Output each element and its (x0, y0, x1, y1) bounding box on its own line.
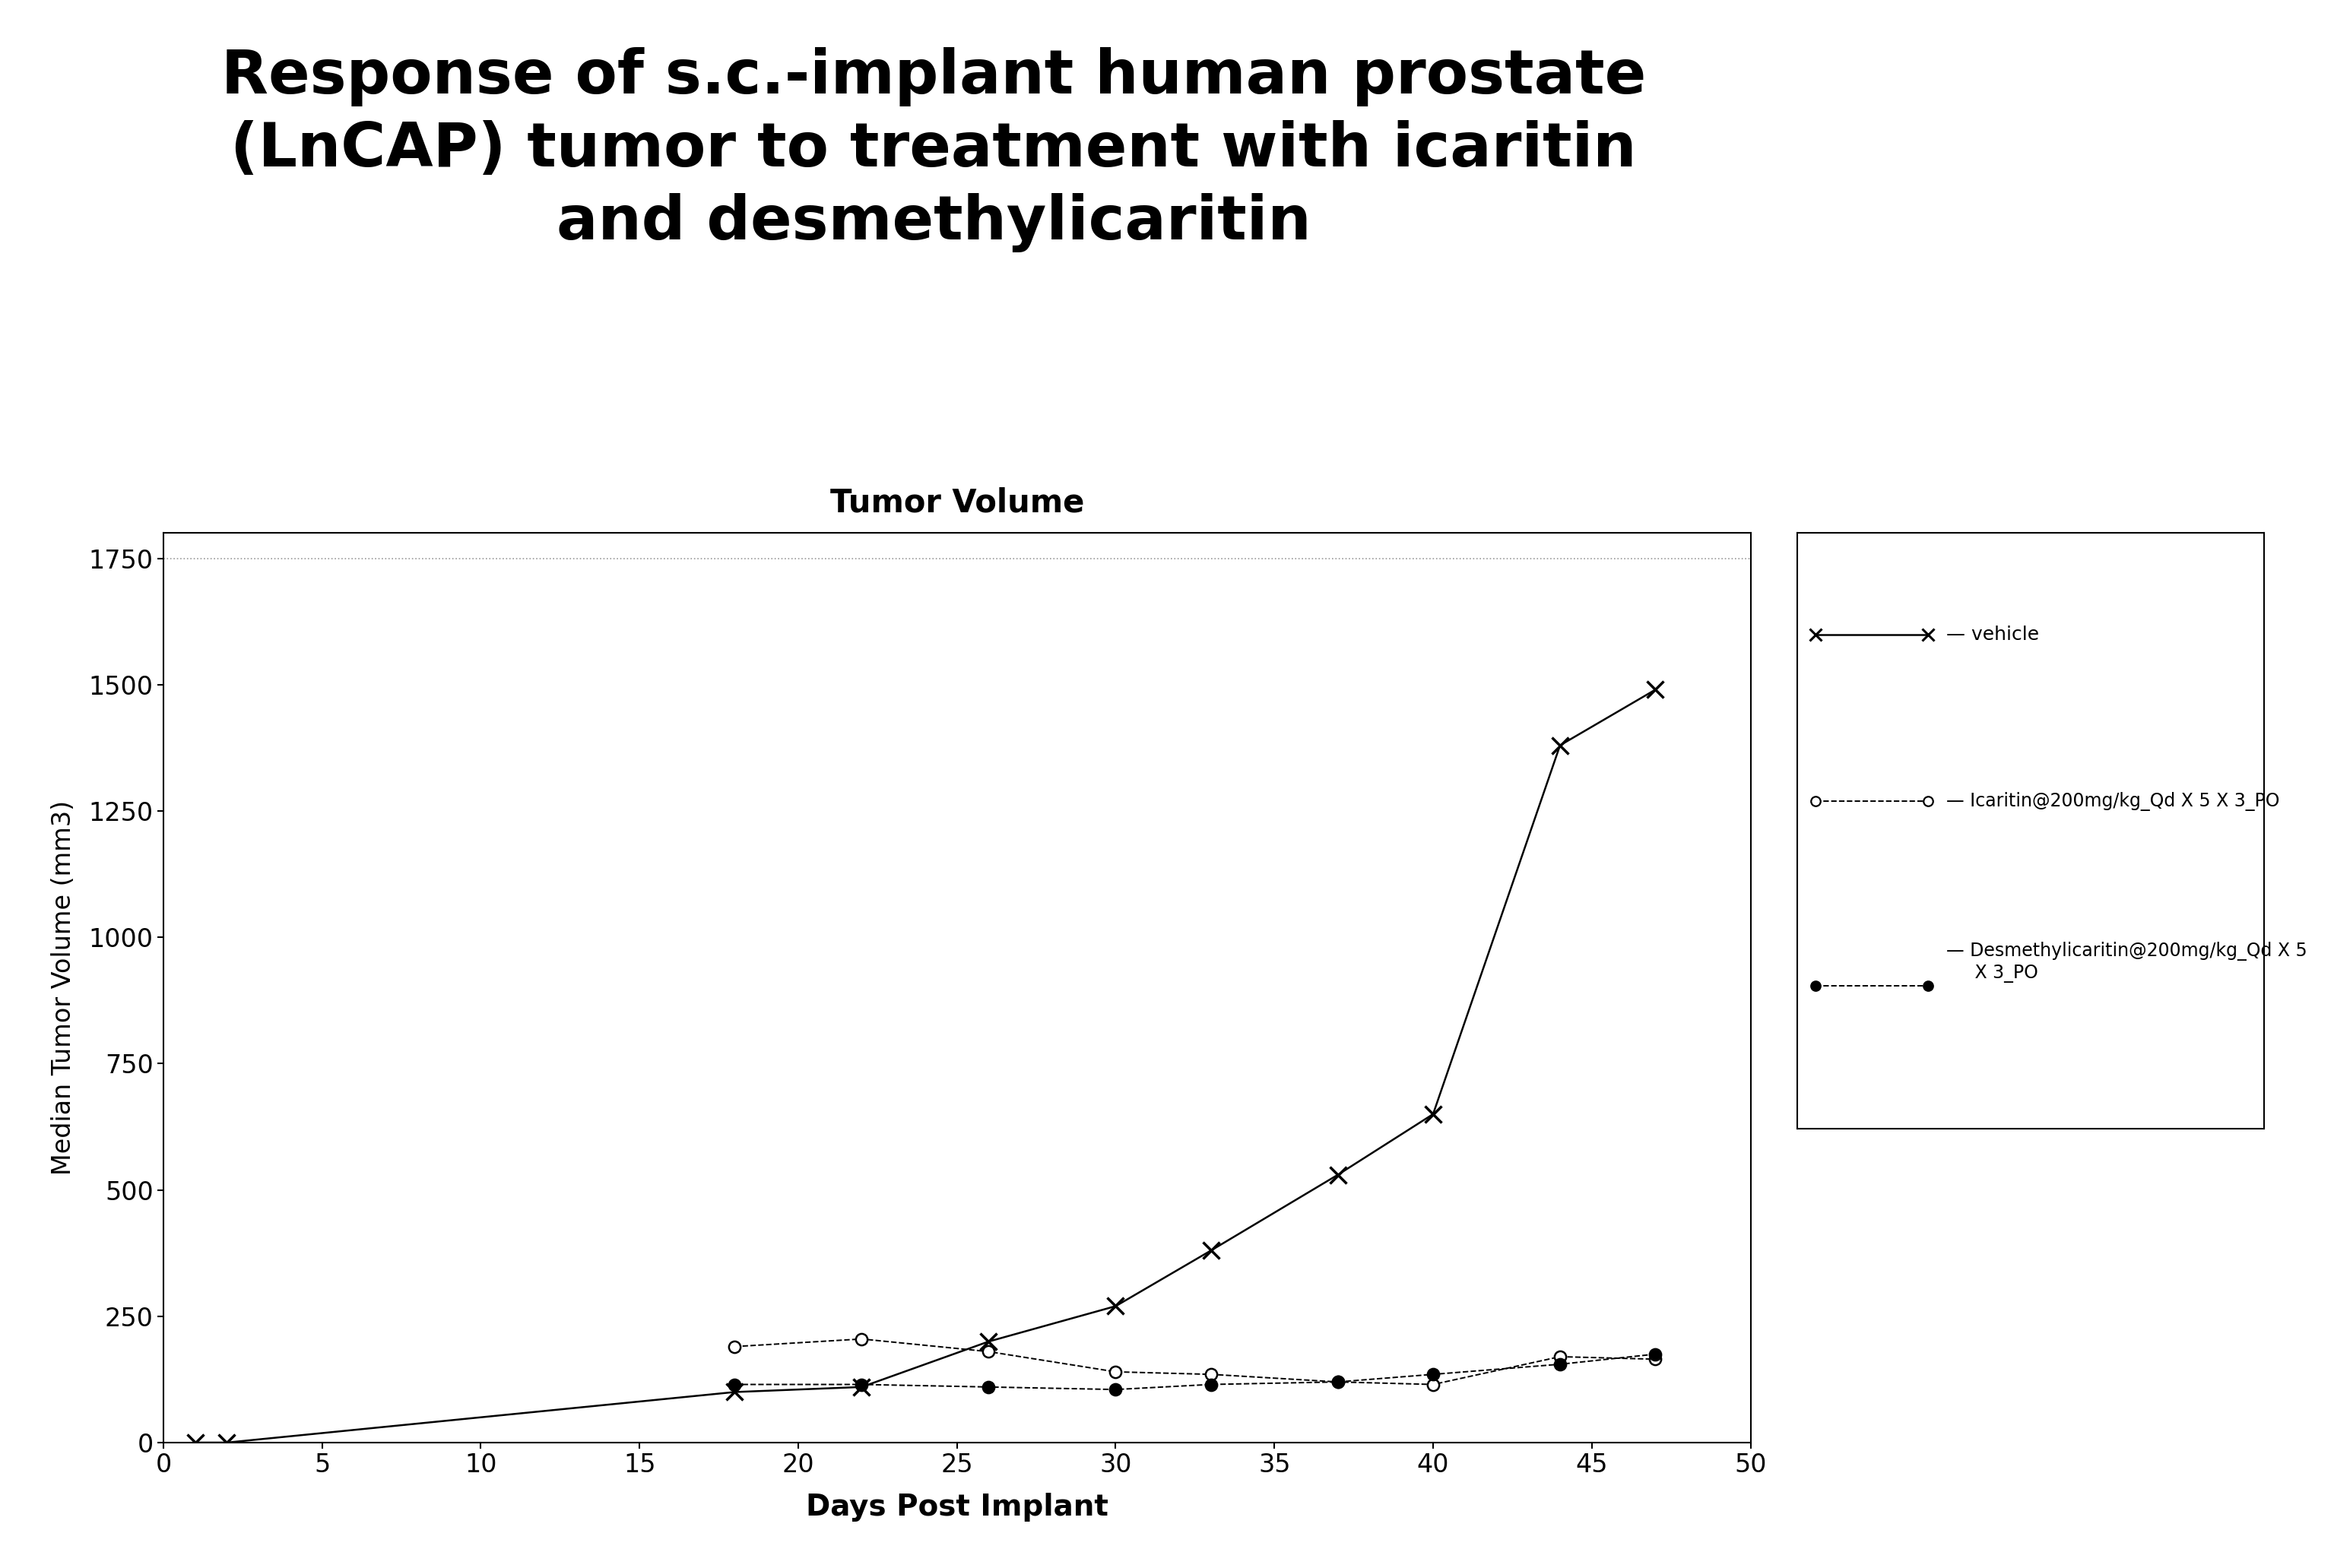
Text: Response of s.c.-implant human prostate
(LnCAP) tumor to treatment with icaritin: Response of s.c.-implant human prostate … (222, 47, 1645, 252)
Text: — Desmethylicaritin@200mg/kg_Qd X 5
     X 3_PO: — Desmethylicaritin@200mg/kg_Qd X 5 X 3_… (1947, 942, 2308, 983)
X-axis label: Days Post Implant: Days Post Implant (805, 1493, 1109, 1521)
Title: Tumor Volume: Tumor Volume (831, 488, 1083, 519)
Text: — Icaritin@200mg/kg_Qd X 5 X 3_PO: — Icaritin@200mg/kg_Qd X 5 X 3_PO (1947, 792, 2280, 811)
Text: — vehicle: — vehicle (1947, 626, 2040, 643)
Y-axis label: Median Tumor Volume (mm3): Median Tumor Volume (mm3) (51, 800, 77, 1176)
